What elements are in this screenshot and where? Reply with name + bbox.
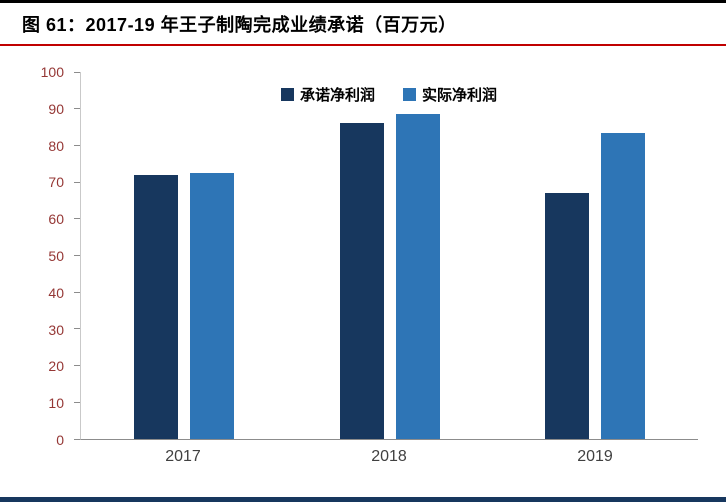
y-tick-label: 30 [48,321,64,338]
plot-area [74,71,698,440]
x-axis-label: 2018 [371,448,407,465]
legend-item: 承诺净利润 [280,84,375,105]
y-tick-label: 60 [48,211,64,228]
y-tick-mark [74,328,80,330]
title-top-rule [0,0,726,3]
y-tick-label: 80 [48,137,64,154]
y-tick-label: 50 [48,248,64,264]
y-tick-mark [74,144,80,146]
legend-swatch-icon [403,88,416,101]
y-tick-label: 0 [56,432,64,448]
bar-series2-2017 [189,172,234,439]
y-tick-mark [74,291,80,293]
bar-series1-2019 [545,193,590,439]
bar-series2-2018 [395,114,440,439]
chart-legend: 承诺净利润 实际净利润 [80,84,698,105]
y-axis: 0 10 20 30 40 50 60 70 80 90 100 [0,64,72,448]
y-tick-label: 10 [48,395,64,412]
legend-label: 实际净利润 [422,87,498,104]
chart-area: 0 10 20 30 40 50 60 70 80 90 100 承诺净利润 实际净利润 2017 20… [0,52,726,492]
page-bottom-rule [0,497,726,502]
y-tick-label: 100 [40,64,64,80]
bar-group-2018 [339,72,440,439]
bar-group-2019 [545,72,646,439]
y-tick-mark [74,365,80,367]
x-axis-label: 2017 [165,448,201,465]
x-axis-labels: 2017 2018 2019 [80,448,698,472]
y-tick-label: 40 [48,284,64,301]
bar-series1-2018 [339,123,384,439]
legend-swatch-icon [280,88,294,101]
bar-group-2017 [133,72,234,439]
y-tick-mark [74,438,80,440]
legend-item: 实际净利润 [403,84,497,105]
x-axis-label: 2019 [577,448,613,465]
y-tick-label: 20 [48,358,64,375]
y-tick-label: 90 [48,100,64,117]
figure-title: 图 61：2017-19 年王子制陶完成业绩承诺（百万元） [22,15,457,35]
bar-series2-2019 [601,132,646,439]
y-tick-mark [74,71,80,73]
y-tick-mark [74,401,80,403]
title-underline-rule [0,44,726,46]
y-tick-label: 70 [48,174,64,191]
y-tick-mark [74,181,80,183]
y-tick-mark [74,218,80,220]
legend-label: 承诺净利润 [299,87,375,104]
y-tick-mark [74,108,80,110]
bar-series1-2017 [133,174,178,439]
y-tick-mark [74,255,80,256]
